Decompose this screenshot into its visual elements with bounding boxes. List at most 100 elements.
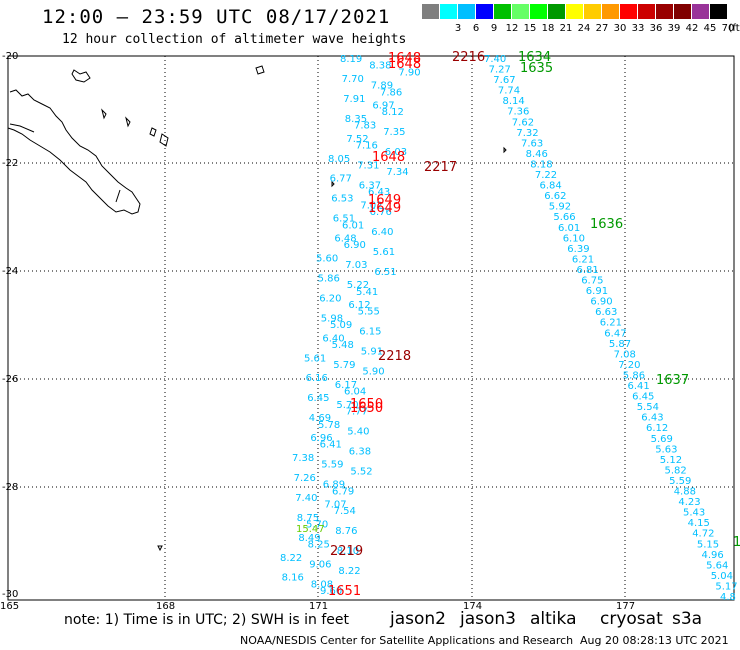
wave-height-value: 7.32 [516, 128, 538, 139]
wave-height-value: 6.10 [563, 233, 585, 244]
legend-swatch [476, 4, 493, 19]
wave-height-value: 5.86 [318, 273, 340, 284]
wave-height-value: 9.06 [309, 559, 331, 570]
legend-unit: (ft) [728, 23, 740, 34]
legend-swatch [422, 4, 439, 19]
wave-height-value: 6.89 [323, 480, 345, 491]
wave-height-value: 6.51 [333, 214, 355, 225]
wave-height-value: 8.46 [526, 149, 548, 160]
wave-height-value: 5.64 [706, 560, 728, 571]
wave-height-value: 6.43 [368, 187, 390, 198]
wave-height-value: 5.69 [651, 434, 673, 445]
pass-time-label: 1648 [372, 150, 405, 165]
wave-height-value: 7.54 [334, 506, 356, 517]
lat-label: -26 [2, 374, 19, 385]
pass-time-label: 1636 [590, 217, 623, 232]
coastline [7, 65, 507, 552]
wave-height-value: 5.87 [609, 339, 631, 350]
wave-height-value: 6.90 [344, 240, 366, 251]
wave-height-value: 5.15 [697, 539, 719, 550]
wave-height-value: 5.43 [683, 508, 705, 519]
wave-height-value: 6.15 [359, 327, 381, 338]
wave-height-value: 5.54 [637, 402, 659, 413]
wave-height-value: 8.05 [328, 154, 350, 165]
wave-height-value: 5.70 [306, 520, 328, 531]
pass-time-label: 1649 [368, 193, 401, 208]
lon-label: 168 [156, 601, 176, 612]
pass-time-label: 1649 [368, 201, 401, 216]
legend-label: 9 [490, 23, 498, 34]
wave-height-value: 5.22 [347, 280, 369, 291]
wave-height-value: 8.12 [382, 107, 404, 118]
wave-height-value: 5.59 [321, 460, 343, 471]
pass-time-label: 2218 [378, 349, 411, 364]
wave-height-value: 6.45 [632, 392, 654, 403]
lat-label: -22 [2, 158, 19, 169]
wave-height-value: 6.84 [540, 181, 562, 192]
wave-height-value: 5.55 [358, 307, 380, 318]
wave-height-value: 6.03 [385, 147, 407, 158]
legend-label: 36 [649, 23, 663, 34]
wave-height-value: 4.72 [692, 529, 714, 540]
wave-height-value: 6.91 [586, 286, 608, 297]
wave-height-value: 5.40 [347, 426, 369, 437]
wave-height-value: 5.17 [715, 582, 737, 593]
wave-height-value: 5.70 [336, 400, 358, 411]
pass-time-label: 1650 [350, 401, 383, 416]
wave-height-value: 6.62 [544, 191, 566, 202]
wave-height-value: 8.76 [335, 526, 357, 537]
legend-label: 24 [577, 23, 591, 34]
wave-height-value: 7.38 [292, 453, 314, 464]
wave-height-value: 6.20 [319, 293, 341, 304]
wave-height-value: 6.41 [320, 440, 342, 451]
wave-height-value: 6.17 [335, 380, 357, 391]
wave-height-value: 7.20 [618, 360, 640, 371]
wave-height-value: 6.01 [558, 223, 580, 234]
wave-height-value: 7.83 [354, 121, 376, 132]
wave-height-value: 5.52 [350, 466, 372, 477]
wave-height-value: 8.38 [369, 61, 391, 72]
wave-height-value: 5.41 [356, 287, 378, 298]
wave-height-value: 8.22 [338, 566, 360, 577]
wave-height-value: 6.40 [371, 227, 393, 238]
wave-height-value: 6.21 [572, 254, 594, 265]
wave-height-value: 7.52 [346, 134, 368, 145]
wave-height-value: 7.07 [324, 500, 346, 511]
wave-height-value: 5.61 [373, 247, 395, 258]
wave-height-value-green: 15.47 [296, 524, 325, 535]
wave-height-value: 6.81 [577, 265, 599, 276]
wave-height-value: 6.04 [344, 387, 366, 398]
wave-height-value: 5.98 [321, 313, 343, 324]
wave-height-value: 5.04 [711, 571, 733, 582]
wave-height-value: 6.90 [590, 297, 612, 308]
wave-height-value: 7.70 [342, 74, 364, 85]
wave-height-value: 6.75 [581, 276, 603, 287]
legend-swatch [458, 4, 475, 19]
pass-time-label: 1635 [520, 61, 553, 76]
lon-label: 165 [0, 601, 20, 612]
wave-height-value: 6.97 [372, 101, 394, 112]
wave-height-value: 4.96 [702, 550, 724, 561]
pass-time-label: 2216 [452, 50, 485, 65]
lat-label: -28 [2, 482, 19, 493]
legend-label: 30 [613, 23, 627, 34]
wave-height-value: 5.61 [304, 353, 326, 364]
wave-height-value: 8.49 [298, 533, 320, 544]
legend-swatch [530, 4, 547, 19]
legend-swatch [638, 4, 655, 19]
legend-label: 45 [703, 23, 717, 34]
lat-label: -30 [2, 589, 19, 600]
legend-swatch [656, 4, 673, 19]
wave-height-value: 4.15 [688, 518, 710, 529]
legend-label: 39 [667, 23, 681, 34]
wave-height-value: 6.37 [359, 180, 381, 191]
pass-time-label: 1651 [328, 584, 361, 599]
wave-height-value: 6.21 [600, 318, 622, 329]
map-subtitle: 12 hour collection of altimeter wave hei… [62, 32, 407, 47]
footer-note: note: 1) Time is in UTC; 2) SWH is in fe… [64, 612, 350, 628]
legend-swatch [692, 4, 709, 19]
wave-height-value: 7.36 [507, 107, 529, 118]
legend-swatch [566, 4, 583, 19]
wave-height-value: 6.12 [348, 300, 370, 311]
